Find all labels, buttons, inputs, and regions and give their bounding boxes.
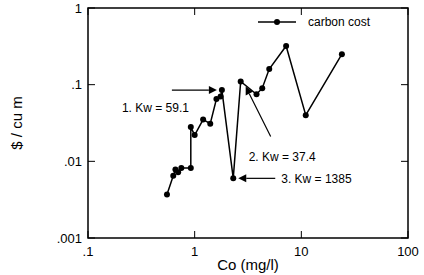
- x-tick: [408, 8, 409, 15]
- y-tick: [401, 8, 408, 9]
- annotation-arrow: [246, 178, 275, 179]
- data-point: [238, 78, 244, 84]
- data-point: [259, 85, 265, 91]
- data-point: [230, 175, 236, 181]
- y-tick-label: .1: [71, 77, 82, 92]
- x-tick: [408, 231, 409, 238]
- legend-label: carbon cost: [308, 15, 371, 29]
- annotation-text: 1. Kw = 59.1: [122, 101, 189, 115]
- data-point: [218, 94, 224, 100]
- y-tick: [88, 8, 95, 9]
- data-point: [188, 165, 194, 171]
- x-tick: [88, 8, 89, 15]
- annotation-arrow: [249, 94, 270, 137]
- y-tick-label: 1: [75, 1, 82, 16]
- y-tick-label: .01: [64, 154, 82, 169]
- y-tick-label: .001: [57, 231, 82, 246]
- data-point: [178, 165, 184, 171]
- x-tick: [194, 8, 195, 15]
- x-tick: [88, 231, 89, 238]
- x-tick-label: 1: [191, 244, 198, 259]
- annotation-text: 3. Kw = 1385: [281, 172, 352, 186]
- plot-frame: [88, 8, 408, 238]
- x-tick-label: 100: [397, 244, 419, 259]
- x-tick-label: .1: [83, 244, 94, 259]
- data-point: [219, 87, 225, 93]
- legend-marker: [274, 19, 280, 25]
- data-point: [200, 117, 206, 123]
- y-tick: [88, 84, 95, 85]
- data-point: [164, 191, 170, 197]
- data-point: [192, 132, 198, 138]
- annotation-arrowhead: [209, 86, 217, 94]
- data-point: [303, 112, 309, 118]
- x-tick: [194, 231, 195, 238]
- data-point: [339, 51, 345, 57]
- y-tick: [401, 84, 408, 85]
- annotation-arrowhead: [238, 174, 246, 182]
- data-point: [254, 91, 260, 97]
- data-point: [188, 124, 194, 130]
- x-tick: [301, 231, 302, 238]
- data-point: [266, 66, 272, 72]
- x-tick-label: 10: [294, 244, 308, 259]
- y-tick: [88, 161, 95, 162]
- data-point: [170, 173, 176, 179]
- annotation-arrowhead: [246, 86, 253, 95]
- chart: .1 1 10 100 .001 .01 .1 1 Co (mg/l) $ / cu m carbo…: [0, 0, 424, 275]
- y-tick: [401, 161, 408, 162]
- x-tick: [301, 8, 302, 15]
- data-point: [283, 43, 289, 49]
- x-axis-label: Co (mg/l): [217, 256, 279, 273]
- data-point: [207, 121, 213, 127]
- y-axis-label: $ / cu m: [8, 96, 25, 149]
- annotation-arrow: [172, 89, 209, 90]
- y-tick: [88, 238, 95, 239]
- y-tick: [401, 238, 408, 239]
- annotation-text: 2. Kw = 37.4: [249, 150, 316, 164]
